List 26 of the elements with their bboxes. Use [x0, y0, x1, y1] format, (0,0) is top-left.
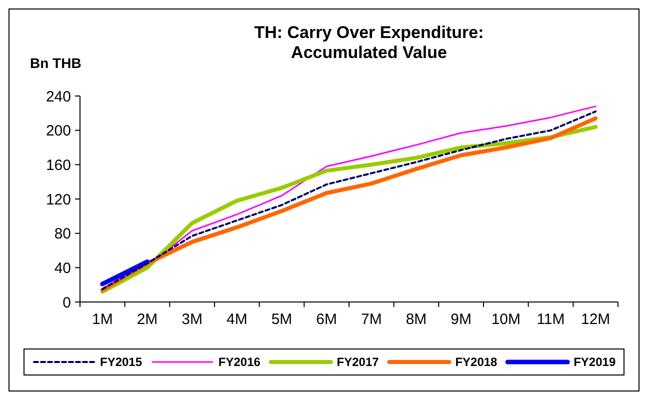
y-axis-title: Bn THB: [30, 55, 82, 71]
x-tick-label: 6M: [316, 311, 338, 328]
y-tick-label: 40: [54, 260, 71, 277]
x-tick-label: 4M: [226, 311, 248, 328]
x-tick-label: 3M: [182, 311, 203, 328]
legend-label: FY2015: [100, 355, 142, 370]
x-tick-label: 8M: [406, 311, 427, 328]
legend-label: FY2018: [455, 355, 498, 370]
legend-label: FY2019: [574, 355, 616, 370]
x-tick-label: 5M: [271, 311, 292, 328]
x-tick-label: 9M: [450, 311, 472, 328]
y-tick-label: 160: [46, 156, 71, 174]
y-tick-label: 120: [46, 191, 71, 208]
legend-label: FY2017: [336, 355, 380, 370]
legend-label: FY2016: [218, 355, 261, 370]
x-tick-label: 12M: [580, 311, 610, 328]
chart-title: TH: Carry Over Expenditure: Accumulated Value: [254, 23, 484, 62]
y-tick-label: 80: [54, 226, 71, 243]
y-tick-label: 200: [46, 122, 71, 140]
x-tick-label: 1M: [92, 311, 113, 328]
x-tick-label: 10M: [491, 311, 521, 328]
y-tick-label: 240: [46, 88, 71, 106]
x-tick-label: 7M: [360, 311, 382, 328]
x-tick-label: 2M: [136, 311, 158, 328]
y-tick-label: 0: [62, 294, 71, 312]
x-tick-label: 11M: [536, 311, 565, 328]
